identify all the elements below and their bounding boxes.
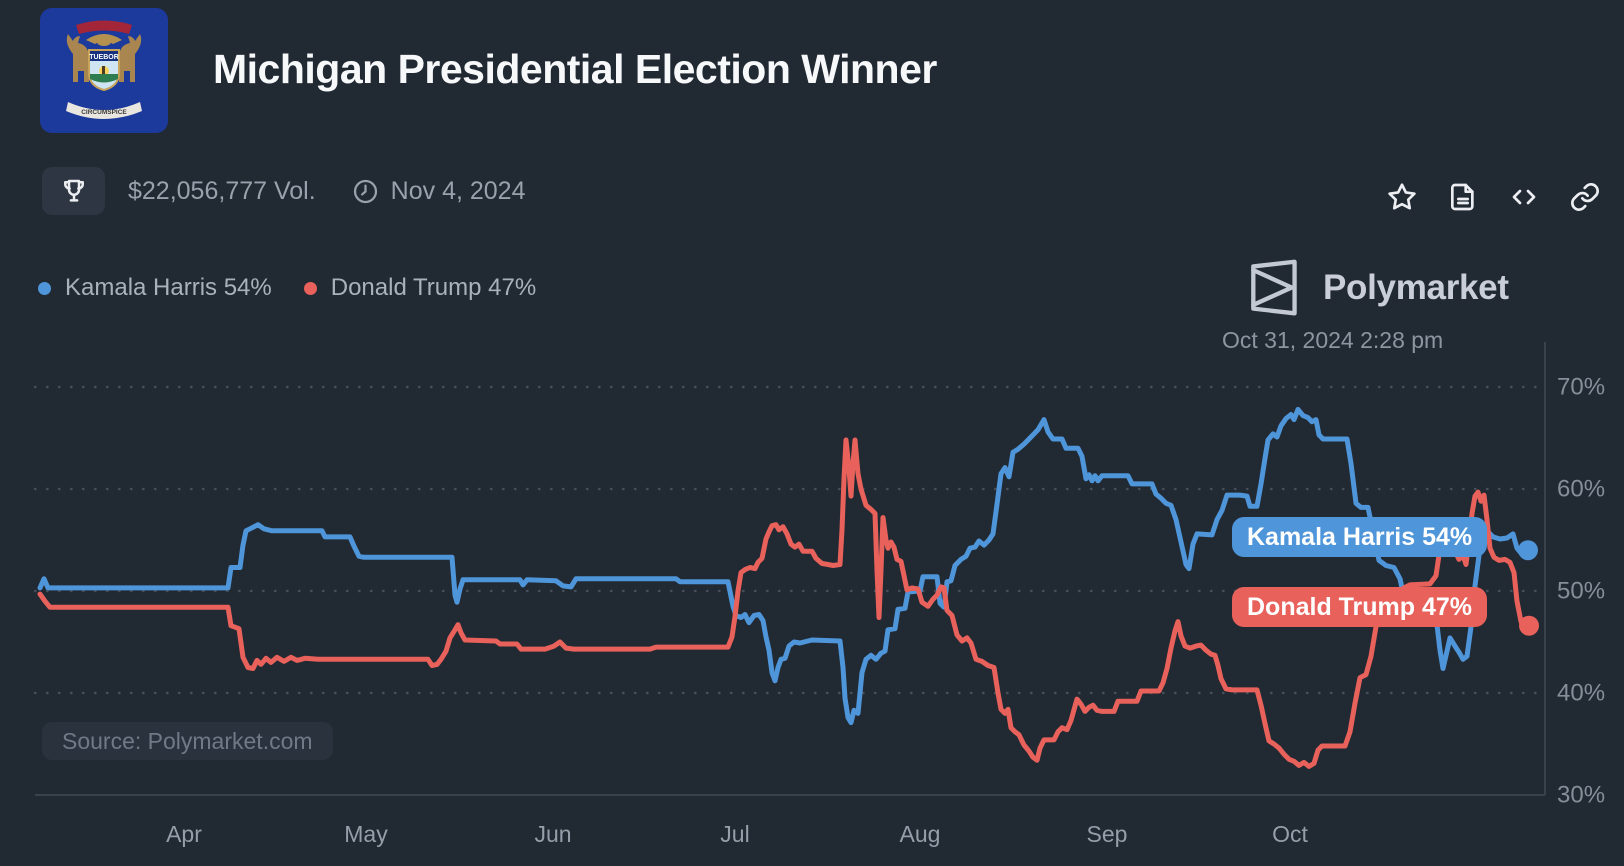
trophy-chip[interactable]	[42, 167, 105, 215]
chart-timestamp: Oct 31, 2024 2:28 pm	[1222, 327, 1444, 353]
document-button[interactable]	[1447, 181, 1479, 213]
y-axis-label: 70%	[1557, 373, 1605, 400]
flag-elk-left	[66, 34, 89, 82]
legend-item-harris[interactable]: Kamala Harris 54%	[38, 274, 272, 302]
chart-legend: Kamala Harris 54% Donald Trump 47%	[38, 274, 536, 302]
michigan-flag-icon: TUEBOR CIRCUMSPICE	[40, 8, 168, 133]
source-attribution: Source: Polymarket.com	[42, 722, 333, 760]
toolbar	[1386, 181, 1601, 213]
x-axis-label: Jul	[720, 821, 749, 847]
svg-text:TUEBOR: TUEBOR	[89, 54, 119, 61]
brand-block: Polymarket	[1243, 258, 1509, 318]
trophy-icon	[63, 179, 84, 202]
series-line-kamala-harris	[37, 406, 1531, 726]
y-axis-label: 50%	[1557, 577, 1605, 604]
y-axis-label: 60%	[1557, 475, 1605, 502]
x-axis-label: Sep	[1087, 821, 1128, 847]
x-axis-label: May	[344, 821, 388, 847]
page-title: Michigan Presidential Election Winner	[213, 46, 937, 92]
link-button[interactable]	[1569, 181, 1601, 213]
x-axis-label: Aug	[900, 821, 941, 847]
volume-label: $22,056,777 Vol.	[128, 176, 316, 205]
link-icon	[1571, 183, 1599, 211]
end-date-label: Nov 4, 2024	[390, 176, 526, 205]
y-axis-label: 40%	[1557, 679, 1605, 706]
legend-label-harris: Kamala Harris 54%	[65, 274, 272, 301]
embed-code-button[interactable]	[1508, 181, 1540, 213]
x-axis-label: Jun	[534, 821, 571, 847]
document-icon	[1451, 183, 1474, 211]
x-axis-label: Oct	[1272, 821, 1308, 847]
embed-code-icon	[1512, 189, 1536, 205]
brand-name: Polymarket	[1323, 268, 1509, 307]
trump-dot-icon	[303, 281, 317, 295]
market-meta-row: $22,056,777 Vol. Nov 4, 2024	[42, 167, 526, 215]
legend-item-trump[interactable]: Donald Trump 47%	[303, 274, 537, 302]
series-line-donald-trump	[37, 437, 1532, 769]
star-button[interactable]	[1386, 181, 1418, 213]
harris-end-label: Kamala Harris 54%	[1232, 517, 1488, 557]
flag-elk-right	[119, 34, 142, 82]
x-axis-label: Apr	[166, 821, 202, 847]
series-endpoint-donald-trump	[1519, 615, 1539, 636]
flag-banner	[76, 20, 132, 34]
svg-text:CIRCUMSPICE: CIRCUMSPICE	[81, 109, 127, 116]
y-axis-label: 30%	[1557, 781, 1605, 808]
star-icon	[1388, 183, 1416, 210]
price-chart[interactable]: 70% 60% 50% 40% 30% Apr May Jun Jul Aug Sep Oct	[0, 330, 1624, 866]
polymarket-logo-icon	[1251, 259, 1297, 316]
trump-end-label: Donald Trump 47%	[1232, 587, 1488, 627]
harris-dot-icon	[38, 281, 51, 295]
series-endpoint-kamala-harris	[1518, 540, 1538, 561]
legend-label-trump: Donald Trump 47%	[330, 274, 537, 301]
flag-ribbon	[66, 102, 142, 119]
clock-icon	[352, 178, 379, 205]
